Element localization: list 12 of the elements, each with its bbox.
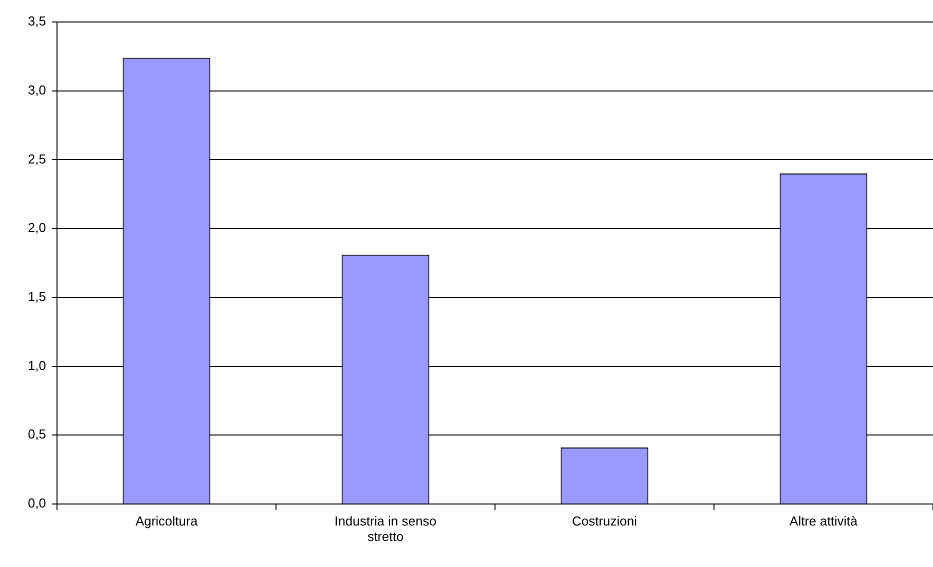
- y-tick-label: 2,5: [28, 151, 46, 166]
- y-tick-label: 2,0: [28, 220, 46, 236]
- y-tick-label: 1,0: [28, 358, 46, 373]
- y-tick-label: 3,0: [28, 82, 46, 98]
- x-tick-label: Costruzioni: [572, 513, 638, 528]
- y-tick-label: 1,5: [28, 289, 46, 304]
- y-tick-label: 0,0: [28, 496, 46, 511]
- y-tick-label: 0,5: [28, 426, 46, 442]
- x-tick-label: Altre attività: [790, 513, 858, 528]
- x-tick-label: Industria in senso stretto: [334, 513, 436, 544]
- x-tick-label: Agricoltura: [135, 513, 198, 528]
- y-tick-label: 3,5: [28, 14, 46, 29]
